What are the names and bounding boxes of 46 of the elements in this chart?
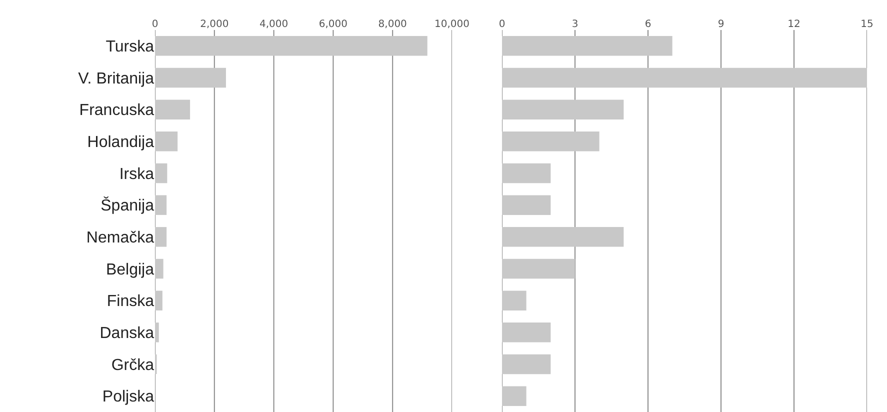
- y-tick-label: Holandija: [87, 134, 154, 152]
- x-tick-label: 2,000: [200, 19, 229, 30]
- x-tick-label: 0: [152, 19, 158, 30]
- x-tick-label: 0: [498, 19, 506, 30]
- bar: [502, 163, 551, 184]
- bar: [155, 68, 226, 88]
- y-tick-label: Španija: [100, 196, 154, 215]
- y-tick-label: Finska: [106, 293, 154, 310]
- y-tick-label: V. Britanija: [78, 70, 154, 88]
- x-tick-label: 6,000: [318, 19, 348, 30]
- y-tick-label: Poljska: [102, 388, 154, 406]
- x-tick-label: 12: [788, 19, 800, 30]
- y-tick-label: Belgija: [106, 261, 154, 278]
- bar: [155, 290, 162, 310]
- bar: [155, 195, 167, 215]
- x-tick-label: 9: [718, 19, 724, 30]
- bar: [502, 195, 551, 215]
- y-tick-label: Irska: [119, 166, 154, 183]
- bar: [155, 227, 167, 247]
- x-tick-label: 4,000: [259, 19, 288, 30]
- y-tick-label: Nemačka: [86, 230, 154, 247]
- y-tick-label: Danska: [100, 325, 154, 342]
- bar: [502, 354, 551, 374]
- bar: [502, 290, 526, 310]
- y-tick-label: Turska: [106, 38, 154, 56]
- bar: [502, 386, 526, 406]
- bar: [502, 36, 672, 56]
- x-tick-label: 10,000: [434, 19, 470, 30]
- y-tick-label: Grčka: [111, 356, 154, 374]
- bar: [502, 258, 575, 279]
- bar: [502, 227, 624, 247]
- bar: [155, 36, 428, 56]
- bar: [155, 163, 168, 184]
- x-tick-label: 3: [572, 19, 578, 30]
- bar: [155, 322, 159, 342]
- bar: [502, 68, 867, 88]
- bar: [155, 100, 190, 120]
- x-tick-label: 15: [860, 19, 874, 30]
- bar: [155, 258, 164, 279]
- y-tick-label: Francuska: [79, 102, 154, 120]
- bar: [502, 100, 624, 120]
- bar: [502, 132, 600, 152]
- bar: [155, 132, 178, 152]
- x-tick-label: 6: [644, 19, 652, 30]
- x-tick-label: 8,000: [378, 19, 407, 30]
- bar: [502, 322, 551, 342]
